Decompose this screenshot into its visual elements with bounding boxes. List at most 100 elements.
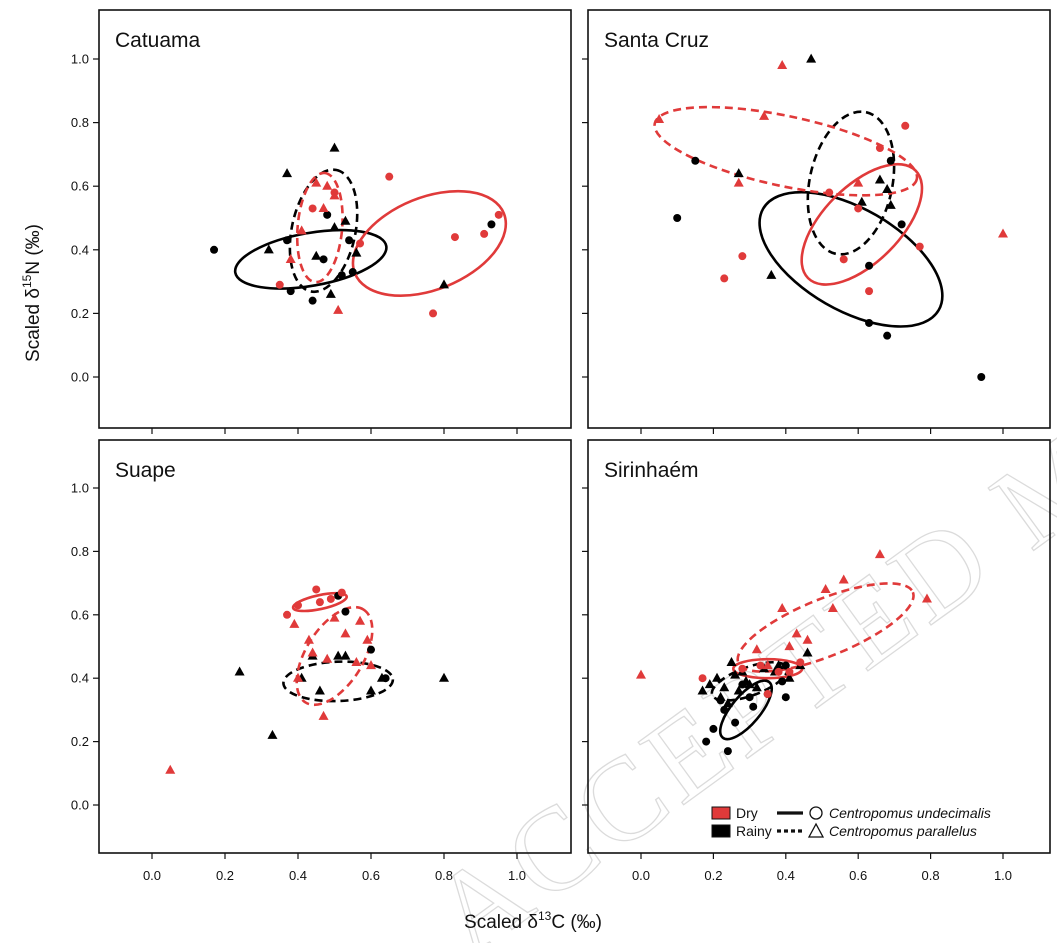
point-rainy-parallelus xyxy=(366,685,376,695)
point-rainy-parallelus xyxy=(744,679,755,689)
point-dry-parallelus xyxy=(777,603,788,613)
legend-swatch-rainy xyxy=(711,824,731,838)
point-dry-parallelus xyxy=(636,669,646,679)
point-rainy-parallelus xyxy=(733,685,744,695)
point-dry-parallelus xyxy=(362,634,373,644)
point-rainy-parallelus xyxy=(311,250,322,260)
point-rainy-undecimalis xyxy=(781,693,790,702)
point-dry-parallelus xyxy=(165,764,176,774)
ellipse-rainy-parallelus xyxy=(282,660,395,703)
point-dry-undecimalis xyxy=(315,598,324,607)
point-rainy-undecimalis xyxy=(348,268,357,277)
point-dry-parallelus xyxy=(322,653,333,663)
point-dry-parallelus xyxy=(998,228,1008,238)
point-dry-parallelus xyxy=(340,628,351,638)
point-rainy-parallelus xyxy=(806,53,817,63)
legend-marker-circle xyxy=(809,806,823,820)
point-dry-parallelus xyxy=(329,190,340,200)
point-rainy-parallelus xyxy=(766,269,777,279)
point-dry-parallelus xyxy=(355,615,366,625)
panel-1: Santa Cruz xyxy=(582,9,1051,434)
point-rainy-parallelus xyxy=(376,672,387,682)
point-dry-parallelus xyxy=(318,203,329,213)
panel-frame xyxy=(98,439,572,854)
point-dry-undecimalis xyxy=(785,667,794,676)
point-rainy-undecimalis xyxy=(977,373,986,381)
point-rainy-parallelus xyxy=(329,222,340,232)
point-rainy-undecimalis xyxy=(210,245,219,254)
point-rainy-undecimalis xyxy=(865,318,874,327)
point-rainy-undecimalis xyxy=(778,677,787,686)
point-rainy-parallelus xyxy=(722,698,733,708)
point-rainy-undecimalis xyxy=(745,693,754,702)
point-rainy-undecimalis xyxy=(323,210,332,219)
point-rainy-parallelus xyxy=(751,682,762,692)
ellipse-dry-parallelus xyxy=(295,171,344,284)
panel-3: Sirinhaém 0.0 0.2 0.4 0.6 0.8 1.0 xyxy=(582,439,1051,883)
point-rainy-undecimalis xyxy=(283,236,292,245)
point-dry-undecimalis xyxy=(901,121,910,130)
point-dry-undecimalis xyxy=(308,204,317,213)
point-rainy-parallelus xyxy=(234,666,245,676)
point-rainy-parallelus xyxy=(715,691,726,701)
point-dry-parallelus xyxy=(791,628,802,638)
y-tick-label: 0.6 xyxy=(71,179,89,194)
y-tick-label: 0.0 xyxy=(71,798,89,813)
point-dry-undecimalis xyxy=(275,280,284,289)
x-tick-label: 0.6 xyxy=(849,868,867,883)
point-rainy-parallelus xyxy=(697,685,708,695)
panel-title: Sirinhaém xyxy=(604,459,699,482)
y-tick-label: 0.4 xyxy=(71,671,89,686)
point-rainy-undecimalis xyxy=(673,214,682,222)
panel-frame xyxy=(587,9,1051,429)
point-rainy-parallelus xyxy=(802,647,813,657)
point-rainy-parallelus xyxy=(333,650,344,660)
panel-title: Catuama xyxy=(115,29,201,52)
point-dry-undecimalis xyxy=(839,255,848,264)
point-dry-parallelus xyxy=(751,644,762,654)
ellipse-dry-undecimalis xyxy=(291,591,349,613)
y-tick-label: 0.8 xyxy=(71,544,89,559)
panel-title: Suape xyxy=(115,459,176,482)
point-dry-parallelus xyxy=(762,660,773,670)
y-tick-label: 0.4 xyxy=(71,242,89,257)
point-rainy-parallelus xyxy=(267,729,278,739)
panel-0: Catuama 0.0 0.2 0.4 0.6 0.8 1.0 xyxy=(71,9,572,434)
point-rainy-parallelus xyxy=(340,650,351,660)
point-rainy-parallelus xyxy=(885,199,896,209)
point-dry-parallelus xyxy=(303,634,314,644)
point-rainy-parallelus xyxy=(282,168,293,178)
point-rainy-undecimalis xyxy=(341,607,350,616)
x-tick-label: 1.0 xyxy=(508,868,526,883)
panel-2: Suape 0.0 0.2 0.4 0.6 0.8 1.0 0.0 0.2 0.4 0.6 0.8 1.… xyxy=(71,439,572,883)
legend-label-species: Centropomus parallelus xyxy=(829,823,977,839)
point-dry-undecimalis xyxy=(796,658,805,667)
point-dry-parallelus xyxy=(311,177,322,187)
ellipse-rainy-undecimalis xyxy=(233,228,388,290)
point-rainy-parallelus xyxy=(439,672,449,682)
point-dry-parallelus xyxy=(285,253,296,263)
x-axis-title: Scaled δ13C (‰) xyxy=(464,909,602,933)
ellipse-dry-undecimalis xyxy=(800,162,924,286)
ellipse-rainy-undecimalis xyxy=(718,679,773,741)
point-rainy-parallelus xyxy=(726,656,737,666)
point-rainy-parallelus xyxy=(719,682,730,692)
x-tick-label: 0.6 xyxy=(362,868,380,883)
panel-title: Santa Cruz xyxy=(604,29,709,52)
point-rainy-parallelus xyxy=(784,672,795,682)
x-tick-label: 0.4 xyxy=(777,868,795,883)
point-dry-undecimalis xyxy=(337,588,346,597)
point-rainy-undecimalis xyxy=(781,661,790,670)
panel-frame xyxy=(587,439,1051,854)
point-dry-undecimalis xyxy=(875,144,884,153)
x-tick-label: 0.2 xyxy=(704,868,722,883)
point-rainy-undecimalis xyxy=(319,255,328,264)
point-rainy-undecimalis xyxy=(337,271,346,280)
point-dry-parallelus xyxy=(838,574,849,584)
point-dry-undecimalis xyxy=(915,242,924,251)
point-dry-parallelus xyxy=(293,672,303,682)
point-rainy-parallelus xyxy=(712,672,723,682)
legend-label-dry: Dry xyxy=(736,805,758,821)
point-dry-undecimalis xyxy=(312,585,321,594)
